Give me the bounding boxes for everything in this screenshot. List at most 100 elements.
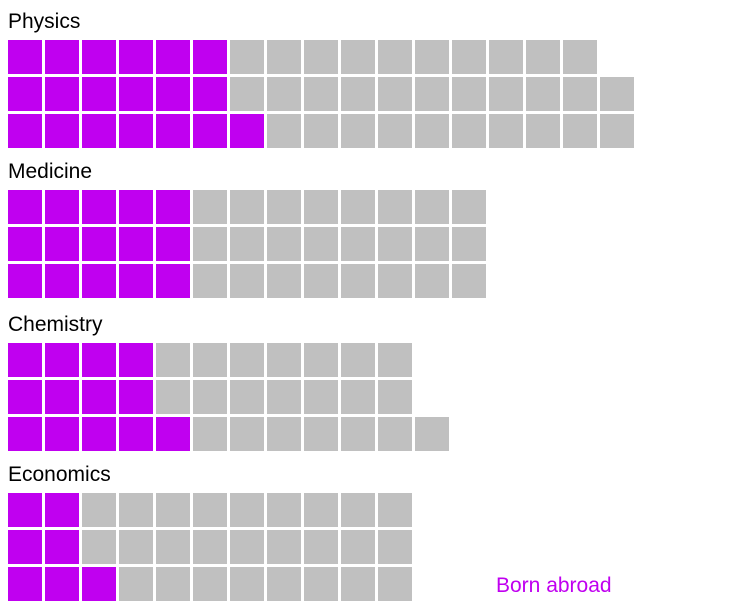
waffle-cell-other [304,417,338,451]
waffle-cell-other [415,264,449,298]
waffle-cell-other [304,380,338,414]
waffle-cell-other [230,343,264,377]
waffle-cell-other [304,190,338,224]
waffle-cell-born-abroad [82,567,116,601]
waffle-cell-born-abroad [8,493,42,527]
waffle-cell-born-abroad [193,114,227,148]
waffle-cell-other [267,264,301,298]
waffle-cell-other [267,567,301,601]
waffle-cell-other [193,567,227,601]
waffle-cell-other [304,567,338,601]
waffle-cell-born-abroad [119,40,153,74]
waffle-cell-other [378,380,412,414]
waffle-cell-born-abroad [45,343,79,377]
waffle-cell-born-abroad [8,227,42,261]
waffle-cell-born-abroad [45,227,79,261]
waffle-cell-other [267,417,301,451]
waffle-cell-other [452,264,486,298]
waffle-cell-other [452,40,486,74]
waffle-cell-born-abroad [82,380,116,414]
group-medicine: Medicine [8,160,486,298]
waffle-cell-other [193,264,227,298]
group-title-medicine: Medicine [8,160,92,183]
waffle-cell-other [193,530,227,564]
waffle-cell-born-abroad [82,417,116,451]
waffle-cell-other [304,40,338,74]
waffle-cell-born-abroad [82,77,116,111]
waffle-cell-other [378,227,412,261]
waffle-cell-other [304,343,338,377]
waffle-cell-other [304,493,338,527]
waffle-cell-other [230,380,264,414]
waffle-cell-other [230,190,264,224]
waffle-cell-born-abroad [8,343,42,377]
waffle-cell-born-abroad [45,114,79,148]
waffle-cell-born-abroad [156,114,190,148]
waffle-cell-born-abroad [193,40,227,74]
waffle-cell-born-abroad [8,77,42,111]
waffle-cell-other [415,114,449,148]
waffle-cell-other [341,530,375,564]
waffle-cell-other [378,493,412,527]
waffle-cell-other [452,114,486,148]
waffle-cell-born-abroad [119,227,153,261]
waffle-cell-other [341,40,375,74]
waffle-cell-other [267,227,301,261]
waffle-cell-other [526,77,560,111]
waffle-cell-born-abroad [156,190,190,224]
waffle-cell-other [193,190,227,224]
waffle-cell-born-abroad [156,264,190,298]
waffle-cell-other [341,77,375,111]
legend-label-born-abroad: Born abroad [496,574,612,597]
waffle-cell-other [304,530,338,564]
waffle-cell-born-abroad [45,77,79,111]
waffle-cell-born-abroad [8,40,42,74]
waffle-cell-born-abroad [156,77,190,111]
waffle-cell-other [304,264,338,298]
waffle-cell-other [193,343,227,377]
waffle-cell-other [341,264,375,298]
waffle-cell-other [452,227,486,261]
group-economics: Economics [8,463,412,601]
waffle-cell-born-abroad [82,190,116,224]
group-physics: Physics [8,10,634,148]
waffle-cell-other [267,343,301,377]
waffle-cell-born-abroad [8,264,42,298]
waffle-cell-born-abroad [82,264,116,298]
waffle-cell-other [193,493,227,527]
waffle-cell-other [119,530,153,564]
waffle-cell-other [304,77,338,111]
waffle-cell-other [119,493,153,527]
waffle-cell-born-abroad [119,264,153,298]
group-title-physics: Physics [8,10,80,33]
waffle-cell-other [415,77,449,111]
waffle-cell-other [563,40,597,74]
waffle-cell-other [489,77,523,111]
waffle-cell-other [119,567,153,601]
waffle-cell-other [526,40,560,74]
waffle-cell-other [378,190,412,224]
waffle-cell-other [304,227,338,261]
waffle-cell-born-abroad [119,114,153,148]
waffle-cell-other [600,114,634,148]
waffle-cell-born-abroad [82,227,116,261]
waffle-cell-other [230,264,264,298]
waffle-cell-born-abroad [230,114,264,148]
waffle-cell-born-abroad [119,343,153,377]
waffle-cell-other [341,493,375,527]
waffle-cell-other [156,380,190,414]
waffle-cell-other [193,227,227,261]
waffle-cell-born-abroad [8,190,42,224]
waffle-cell-other [230,227,264,261]
waffle-cell-other [267,114,301,148]
waffle-cell-born-abroad [156,417,190,451]
waffle-cell-other [452,77,486,111]
waffle-cell-other [230,493,264,527]
waffle-cell-born-abroad [45,530,79,564]
waffle-cell-other [489,114,523,148]
waffle-cell-born-abroad [82,114,116,148]
waffle-cell-born-abroad [156,227,190,261]
waffle-cell-other [82,530,116,564]
waffle-cell-other [341,417,375,451]
